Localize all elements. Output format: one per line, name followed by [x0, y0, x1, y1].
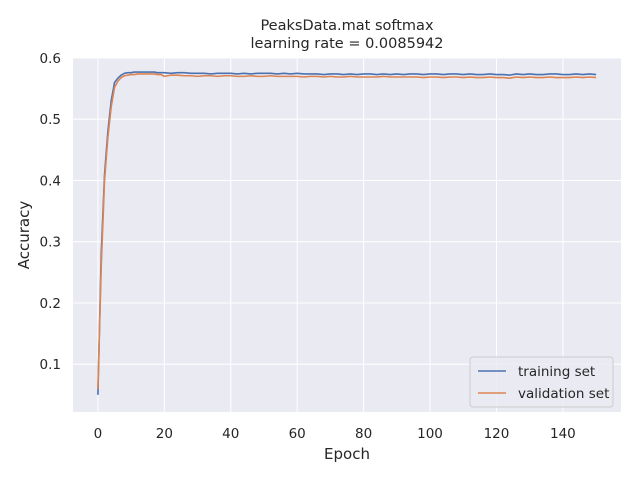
grid-lines	[73, 57, 621, 412]
x-tick-label-3: 60	[289, 426, 306, 442]
x-tick-label-4: 80	[355, 426, 372, 442]
x-tick-labels: 0 20 40 60 80 100 120 140	[94, 426, 576, 442]
y-tick-labels: 0.1 0.2 0.3 0.4 0.5 0.6	[40, 51, 61, 373]
legend: training set validation set	[469, 356, 614, 408]
legend-label-validation: validation set	[518, 386, 609, 402]
chart-title-line1: PeaksData.mat softmax	[260, 18, 433, 34]
y-tick-label-2: 0.3	[40, 235, 61, 251]
legend-label-training: training set	[518, 364, 595, 380]
y-tick-label-5: 0.6	[40, 51, 61, 67]
y-axis-label: Accuracy	[15, 201, 33, 270]
x-tick-label-1: 20	[156, 426, 173, 442]
x-tick-label-0: 0	[94, 426, 103, 442]
x-tick-label-2: 40	[222, 426, 239, 442]
x-tick-label-7: 140	[550, 426, 576, 442]
y-tick-label-4: 0.5	[40, 112, 61, 128]
y-tick-label-0: 0.1	[40, 357, 61, 373]
legend-box	[469, 356, 614, 408]
x-tick-label-6: 120	[484, 426, 510, 442]
x-tick-label-5: 100	[417, 426, 443, 442]
y-tick-label-3: 0.4	[40, 173, 61, 189]
series-line-validation	[97, 73, 597, 389]
x-axis-label: Epoch	[324, 445, 370, 463]
y-tick-label-1: 0.2	[40, 296, 61, 312]
series-lines	[97, 71, 597, 395]
chart-title-line2: learning rate = 0.0085942	[251, 36, 444, 52]
series-line-training	[97, 71, 597, 395]
